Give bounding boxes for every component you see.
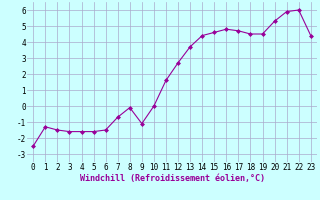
X-axis label: Windchill (Refroidissement éolien,°C): Windchill (Refroidissement éolien,°C) xyxy=(79,174,265,183)
